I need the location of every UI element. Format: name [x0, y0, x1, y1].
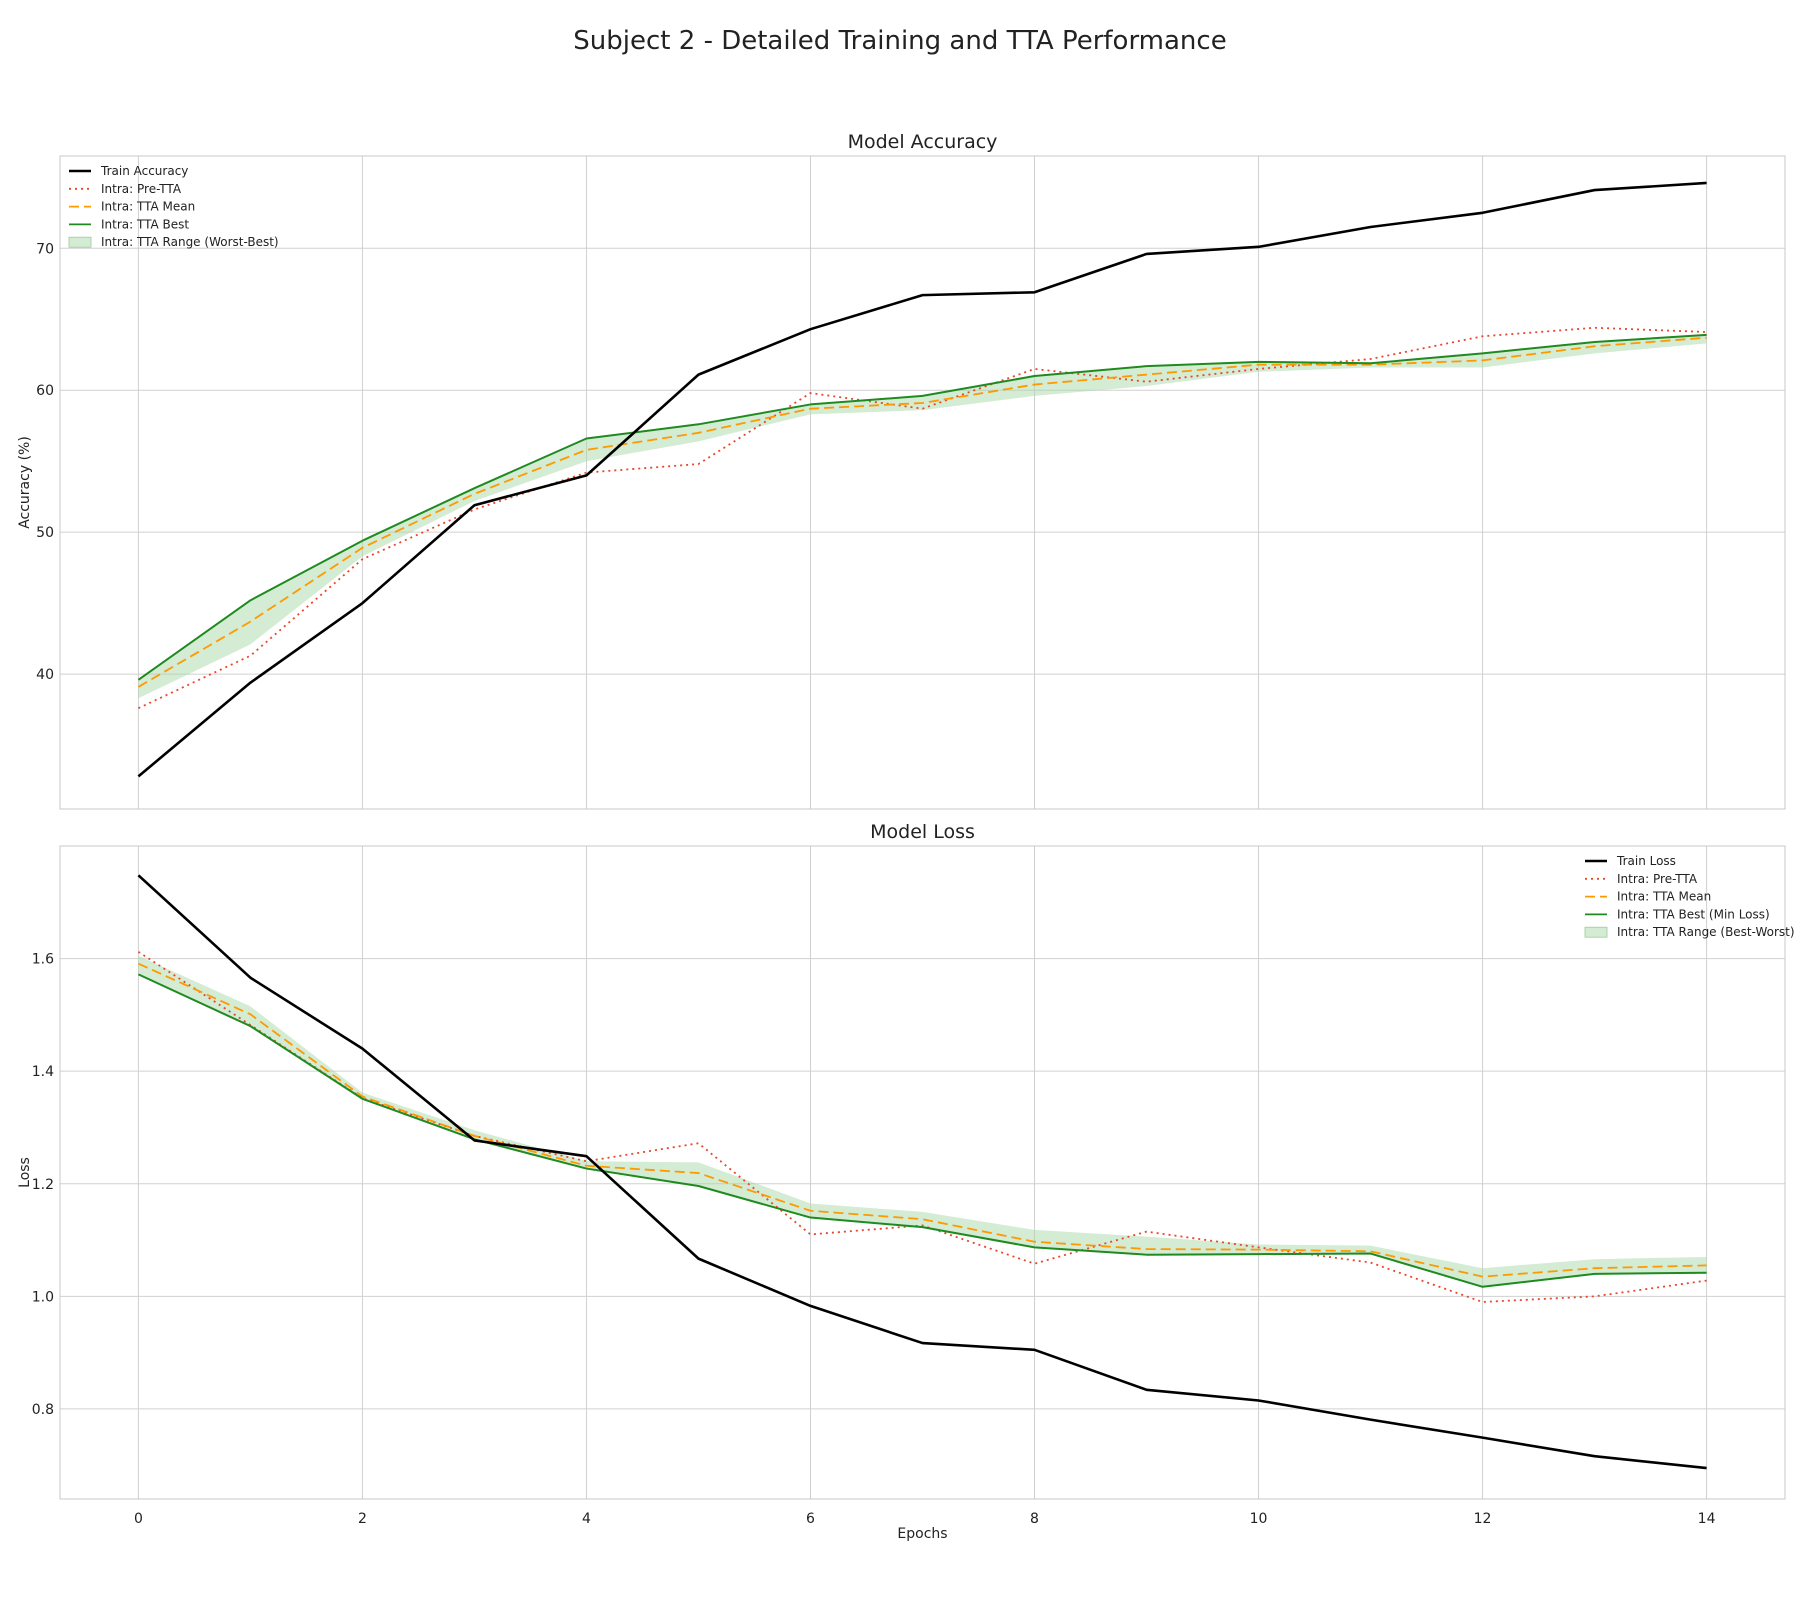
- x-tick-label: 0: [134, 1511, 143, 1527]
- x-tick-label: 14: [1698, 1511, 1716, 1527]
- legend-label: Intra: TTA Range (Worst-Best): [101, 235, 279, 249]
- accuracy-panel: 40 50 60 70 Model Accuracy Accuracy (%) Train …: [17, 131, 1786, 810]
- tta-range-band: [138, 955, 1707, 1287]
- figure-title: Subject 2 - Detailed Training and TTA Pe…: [573, 26, 1227, 56]
- x-tick-label: 10: [1250, 1511, 1268, 1527]
- y-tick-label: 50: [36, 525, 54, 541]
- legend-label: Intra: Pre-TTA: [1617, 872, 1698, 886]
- series-line-intra-tta-mean: [137, 336, 1707, 688]
- legend-label: Intra: TTA Mean: [101, 200, 195, 214]
- y-tick-label: 0.8: [32, 1402, 54, 1418]
- loss-panel: 0.8 1.0 1.2 1.4 1.6 0 2 4 6 8 10 12 14 Model Loss Loss…: [17, 821, 1795, 1542]
- y-axis-label: Accuracy (%): [17, 436, 33, 529]
- tta-range-band: [138, 334, 1707, 699]
- x-tick-label: 8: [1030, 1511, 1039, 1527]
- y-tick-label: 1.4: [32, 1064, 54, 1080]
- legend-label: Intra: Pre-TTA: [101, 182, 182, 196]
- y-tick-label: 1.2: [32, 1177, 54, 1193]
- legend-swatch: [68, 236, 92, 248]
- legend-label: Train Accuracy: [100, 164, 188, 178]
- y-tick-label: 1.6: [32, 952, 54, 968]
- series-line-intra-tta-mean: [138, 962, 1707, 1278]
- y-tick-label: 1.0: [32, 1289, 54, 1305]
- plot-frame: [59, 845, 1786, 1500]
- legend-label: Intra: TTA Mean: [1617, 890, 1711, 904]
- legend: Train Accuracy Intra: Pre-TTA Intra: TTA M…: [68, 164, 279, 249]
- legend-label: Intra: TTA Best: [101, 217, 189, 231]
- panel-title: Model Loss: [870, 821, 975, 843]
- series-line-train-loss: [137, 874, 1707, 1470]
- x-axis-label: Epochs: [897, 1526, 947, 1542]
- panel-title: Model Accuracy: [848, 131, 998, 153]
- x-tick-label: 6: [806, 1511, 815, 1527]
- x-tick-label: 2: [358, 1511, 367, 1527]
- series-line-intra-tta-best-min-loss: [137, 973, 1707, 1288]
- y-tick-label: 40: [36, 667, 54, 683]
- x-tick-label: 12: [1474, 1511, 1492, 1527]
- legend-swatch: [1584, 926, 1608, 938]
- y-axis-label: Loss: [17, 1157, 33, 1188]
- plot-frame: [59, 155, 1786, 810]
- series-line-intra-pre-tta: [137, 951, 1707, 1303]
- series-line-intra-tta-best: [137, 333, 1707, 681]
- legend-label: Train Loss: [1616, 854, 1676, 868]
- y-tick-label: 70: [36, 241, 54, 257]
- series-line-train-accuracy: [137, 181, 1707, 778]
- legend-label: Intra: TTA Best (Min Loss): [1617, 907, 1770, 921]
- legend: Train Loss Intra: Pre-TTA Intra: TTA Mean I…: [1584, 854, 1795, 939]
- x-tick-label: 4: [582, 1511, 591, 1527]
- legend-label: Intra: TTA Range (Best-Worst): [1617, 925, 1795, 939]
- series-line-intra-pre-tta: [138, 326, 1707, 710]
- y-tick-label: 60: [36, 383, 54, 399]
